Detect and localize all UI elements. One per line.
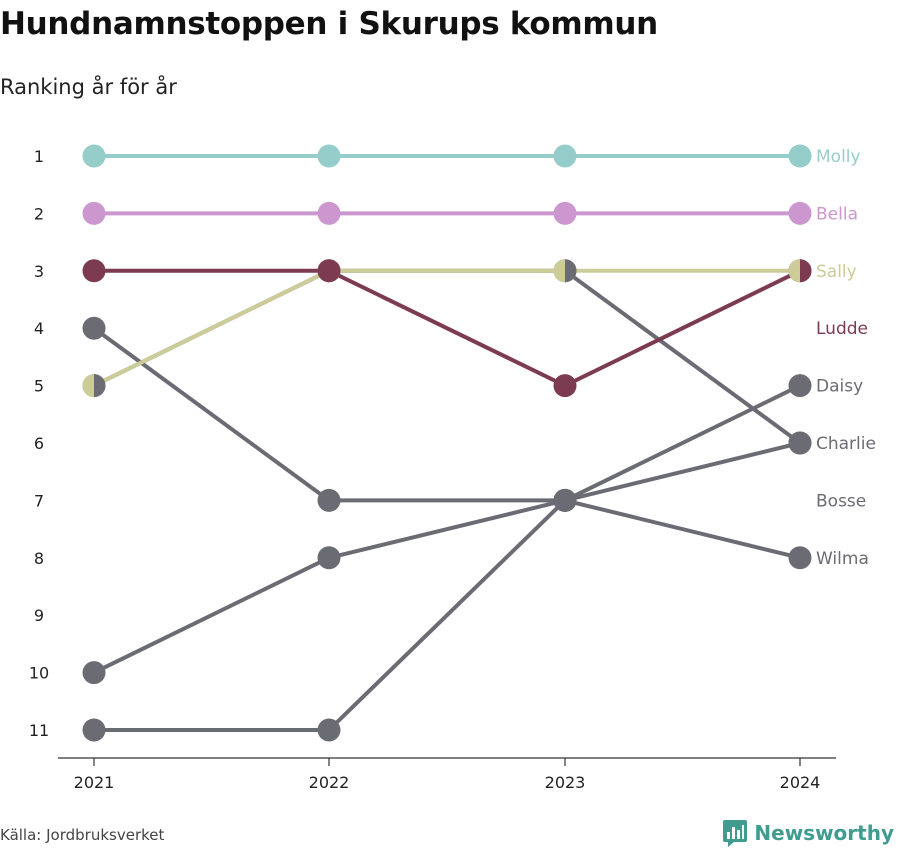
point-right-half bbox=[800, 259, 812, 283]
end-label-daisy: Daisy bbox=[816, 377, 863, 397]
series-line-charlie bbox=[92, 326, 801, 503]
y-axis-ticks: 1 2 3 4 5 6 7 8 9 10 11 bbox=[29, 147, 49, 740]
point-bosse bbox=[788, 431, 812, 455]
y-tick-label: 10 bbox=[29, 664, 49, 683]
end-label-bosse: Bosse bbox=[816, 491, 866, 511]
point-ludde bbox=[553, 374, 577, 398]
point-molly bbox=[553, 144, 577, 168]
point-molly bbox=[82, 144, 106, 168]
brand-name: Newsworthy bbox=[754, 821, 894, 845]
series-line-ludde bbox=[94, 268, 801, 388]
point-bella bbox=[553, 201, 577, 225]
x-axis: 2021 2022 2023 2024 bbox=[58, 757, 836, 792]
point-overlap-2021 bbox=[82, 374, 106, 398]
series-lines bbox=[92, 154, 802, 732]
y-tick-label: 2 bbox=[34, 204, 44, 223]
series-end-labels: Molly Bella Sally Ludde Daisy Charlie Bosse Wil… bbox=[816, 147, 876, 569]
point-bella bbox=[788, 201, 812, 225]
newsworthy-logo-icon bbox=[723, 820, 748, 847]
x-tick-label: 2024 bbox=[780, 773, 821, 792]
end-label-ludde: Ludde bbox=[816, 319, 868, 339]
point-overlap-2024 bbox=[788, 259, 812, 283]
end-label-bella: Bella bbox=[816, 204, 858, 224]
series-line-wilma bbox=[93, 498, 801, 675]
point-wilma bbox=[788, 546, 812, 570]
point-wilma bbox=[553, 488, 577, 512]
chart-title: Hundnamnstoppen i Skurups kommun bbox=[0, 6, 658, 42]
series-line-bosse bbox=[93, 268, 802, 445]
point-right-half bbox=[94, 374, 106, 398]
y-tick-label: 11 bbox=[29, 721, 49, 740]
y-tick-label: 5 bbox=[34, 377, 44, 396]
point-left-half bbox=[788, 259, 800, 283]
point-left-half bbox=[553, 259, 565, 283]
y-tick-label: 8 bbox=[34, 549, 44, 568]
point-right-half bbox=[565, 259, 577, 283]
end-label-charlie: Charlie bbox=[816, 434, 876, 454]
y-tick-label: 1 bbox=[34, 147, 44, 166]
point-wilma bbox=[82, 661, 106, 685]
x-tick-label: 2022 bbox=[309, 773, 350, 792]
point-daisy bbox=[788, 374, 812, 398]
point-molly bbox=[788, 144, 812, 168]
bump-chart: 1 2 3 4 5 6 7 8 9 10 11 2021 2022 2023 2024 Molly Bell… bbox=[29, 144, 876, 792]
point-charlie bbox=[317, 488, 341, 512]
chart-subtitle: Ranking år för år bbox=[0, 75, 177, 99]
y-tick-label: 4 bbox=[34, 319, 44, 338]
point-ludde bbox=[82, 259, 106, 283]
source-note: Källa: Jordbruksverket bbox=[0, 826, 165, 844]
series-line-sally bbox=[93, 268, 800, 388]
y-tick-label: 6 bbox=[34, 434, 44, 453]
x-tick-label: 2021 bbox=[74, 773, 115, 792]
series-line-daisy bbox=[94, 383, 801, 732]
end-label-sally: Sally bbox=[816, 262, 857, 282]
brand-logo: Newsworthy bbox=[722, 819, 894, 847]
point-ludde bbox=[317, 259, 341, 283]
end-label-molly: Molly bbox=[816, 147, 861, 167]
point-bella bbox=[82, 201, 106, 225]
point-overlap-2023 bbox=[553, 259, 577, 283]
y-tick-label: 7 bbox=[34, 491, 44, 510]
y-tick-label: 9 bbox=[34, 606, 44, 625]
point-molly bbox=[317, 144, 341, 168]
end-label-wilma: Wilma bbox=[816, 549, 869, 569]
point-bella bbox=[317, 201, 341, 225]
point-daisy bbox=[82, 718, 106, 742]
point-daisy bbox=[317, 718, 341, 742]
y-tick-label: 3 bbox=[34, 262, 44, 281]
point-charlie bbox=[82, 316, 106, 340]
x-tick-label: 2023 bbox=[545, 773, 586, 792]
point-left-half bbox=[82, 374, 94, 398]
series-points bbox=[82, 144, 812, 742]
point-wilma bbox=[317, 546, 341, 570]
